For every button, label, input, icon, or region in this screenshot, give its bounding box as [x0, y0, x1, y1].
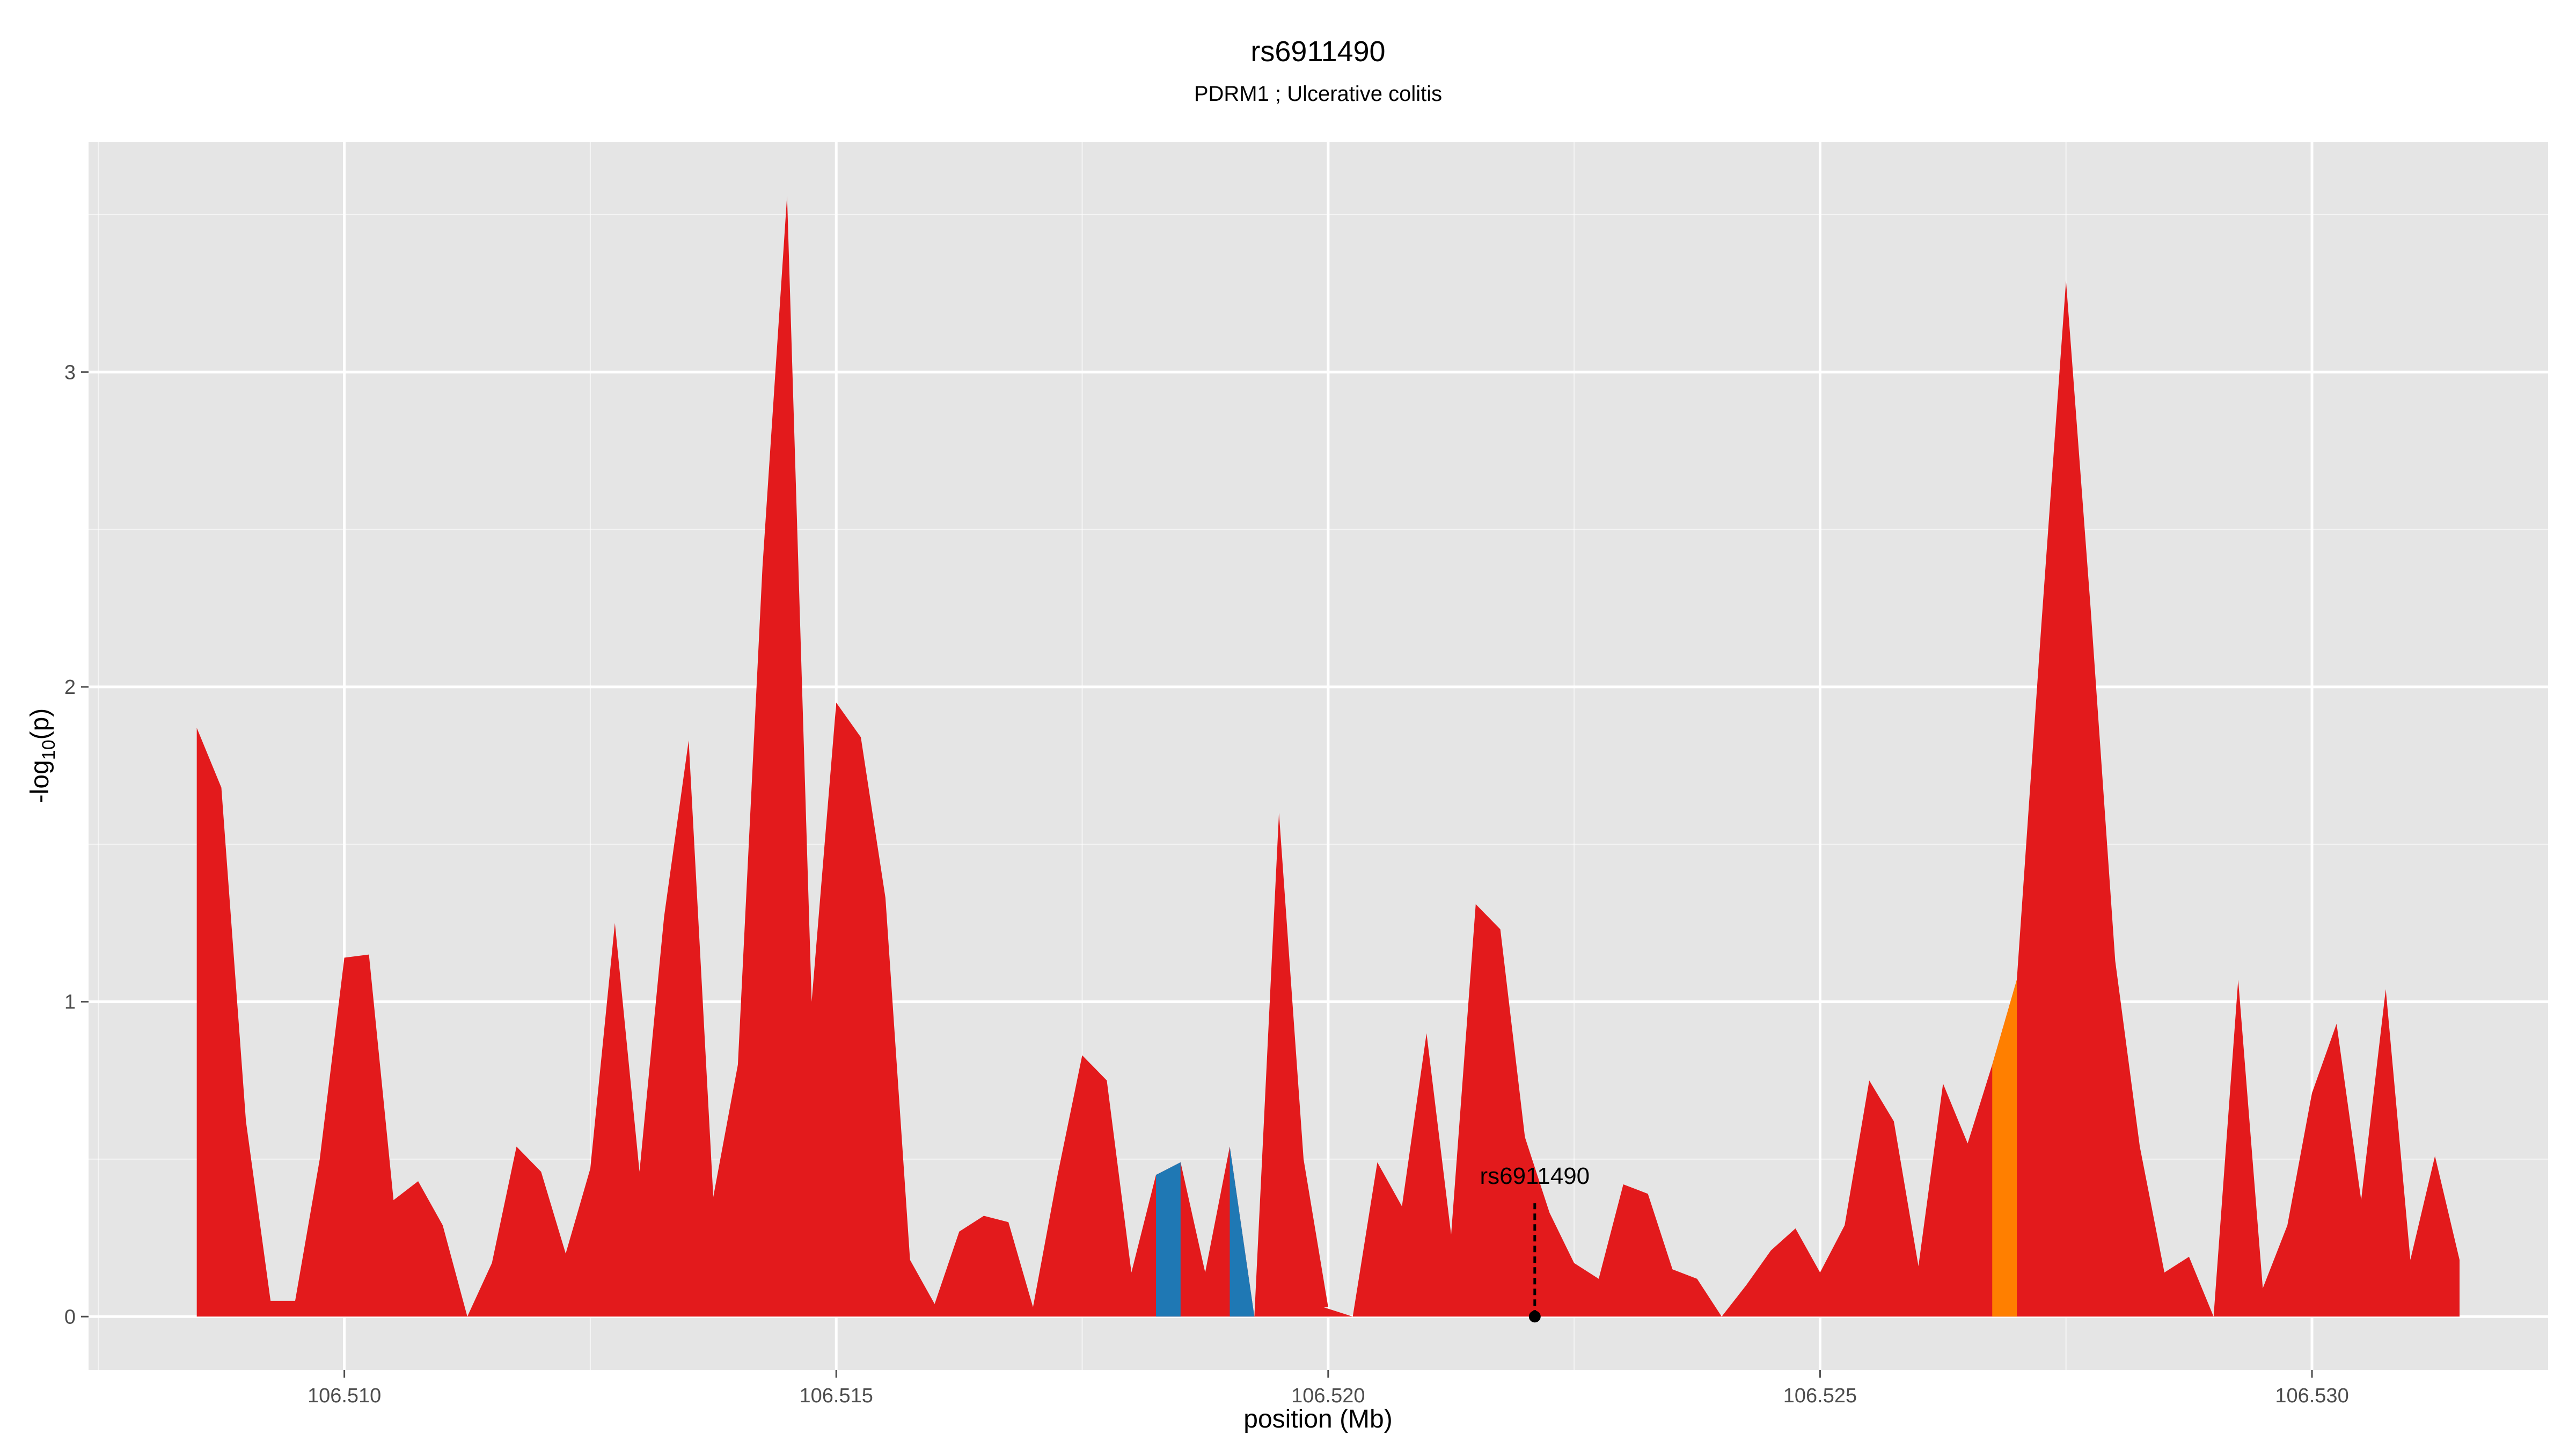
x-tick-label: 106.515 — [800, 1385, 873, 1407]
annotation-label: rs6911490 — [1480, 1163, 1590, 1189]
chart-subtitle: PDRM1 ; Ulcerative colitis — [1194, 82, 1442, 106]
y-axis-title-subscript: 10 — [39, 740, 59, 760]
plot-panel — [89, 142, 2548, 1370]
y-tick-label: 1 — [64, 991, 76, 1014]
y-tick-label: 2 — [64, 676, 76, 699]
y-axis-title-tail: (p) — [26, 708, 54, 740]
x-tick-label: 106.530 — [2275, 1385, 2348, 1407]
area-series — [196, 195, 2460, 1317]
chart-title: rs6911490 — [1250, 35, 1385, 68]
area-highlight-orange — [1992, 979, 2017, 1317]
y-axis-title-main: -log — [26, 760, 54, 803]
area-highlight-blue — [1230, 1146, 1255, 1317]
y-tick-label: 3 — [64, 361, 76, 384]
association-area — [196, 195, 2460, 1317]
snp-annotation: rs6911490 — [1480, 1163, 1590, 1323]
x-tick-label: 106.520 — [1291, 1385, 1365, 1407]
x-tick-label: 106.525 — [1783, 1385, 1857, 1407]
y-axis: 0 1 2 3 — [64, 361, 89, 1328]
x-axis: 106.510 106.515 106.520 106.525 106.530 — [308, 1370, 2349, 1407]
x-tick-label: 106.510 — [308, 1385, 381, 1407]
y-tick-label: 0 — [64, 1306, 76, 1328]
annotation-point — [1528, 1311, 1541, 1323]
y-axis-title: -log10(p) — [26, 708, 59, 803]
x-axis-title: position (Mb) — [1243, 1405, 1392, 1433]
area-highlight-blue — [1156, 1162, 1181, 1317]
